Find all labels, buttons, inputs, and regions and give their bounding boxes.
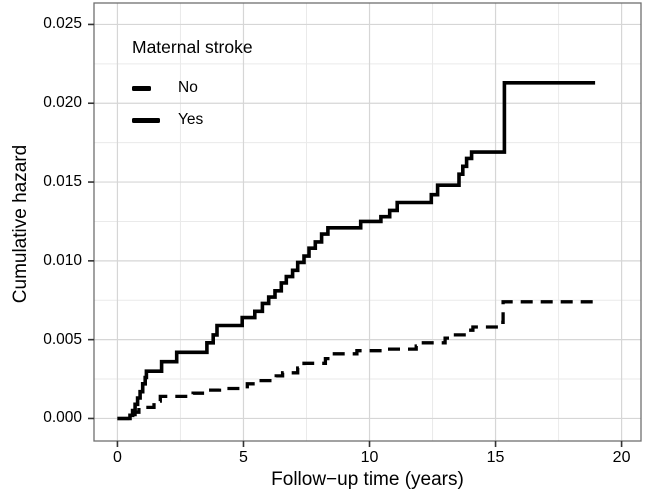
y-tick-label: 0.015: [43, 173, 82, 191]
legend-item-yes: Yes: [132, 104, 253, 136]
hazard-curve-yes: [117, 81, 596, 421]
legend: Maternal stroke No Yes: [132, 36, 253, 136]
x-tick-label: 20: [612, 449, 631, 466]
dashed-line-key-icon: [132, 85, 151, 91]
legend-key-box: [132, 117, 178, 123]
legend-item-no: No: [132, 72, 253, 104]
x-tick-label: 5: [239, 449, 248, 466]
y-tick-label: 0.010: [43, 251, 82, 269]
hazard-curve-no: [117, 300, 594, 421]
legend-item-label: Yes: [178, 111, 204, 128]
legend-item-label: No: [178, 79, 198, 96]
x-tick-label: 15: [486, 449, 505, 466]
legend-title: Maternal stroke: [132, 37, 253, 57]
y-tick-label: 0.020: [43, 94, 82, 112]
solid-line-key-icon: [132, 117, 160, 123]
y-axis-title: Cumulative hazard: [10, 144, 31, 304]
x-axis-title: Follow−up time (years): [271, 469, 464, 490]
legend-key-box: [132, 85, 178, 91]
x-tick-label: 0: [112, 449, 122, 466]
y-tick-label: 0.005: [43, 330, 82, 348]
y-tick-label: 0.025: [43, 15, 82, 33]
x-tick-label: 10: [360, 449, 379, 466]
panel-border: [93, 2, 642, 442]
y-tick-label: 0.000: [43, 409, 82, 427]
